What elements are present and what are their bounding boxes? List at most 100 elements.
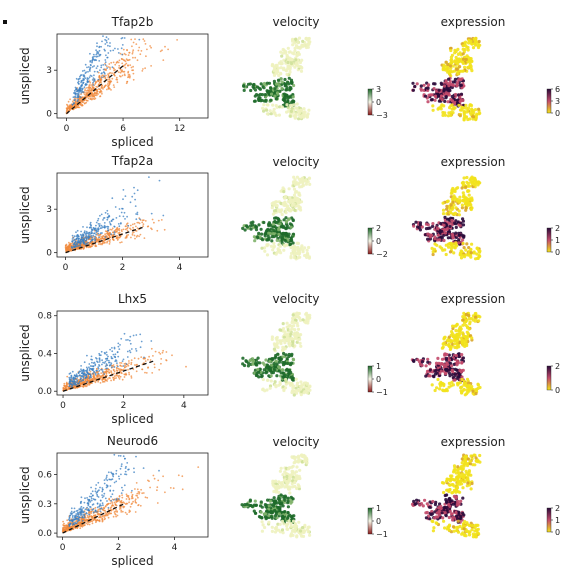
cell-point <box>438 238 441 241</box>
point-spliced <box>121 365 123 367</box>
cell-point <box>290 226 293 229</box>
point-spliced <box>124 60 126 62</box>
point-spliced <box>125 225 127 227</box>
point-unspliced <box>85 71 87 73</box>
cell-point <box>284 51 287 54</box>
point-unspliced <box>108 38 110 40</box>
point-unspliced <box>141 341 143 343</box>
point-unspliced <box>105 368 107 370</box>
point-unspliced <box>87 80 89 82</box>
point-unspliced <box>115 353 117 355</box>
point-unspliced <box>119 215 121 217</box>
cell-point <box>469 248 472 251</box>
cell-point <box>256 368 259 371</box>
cell-point <box>300 385 303 388</box>
point-unspliced <box>101 227 103 229</box>
cell-point <box>458 196 461 199</box>
point-unspliced <box>91 235 93 237</box>
cell-point <box>425 227 428 230</box>
cell-point <box>303 246 306 249</box>
point-unspliced <box>111 220 113 222</box>
cell-point <box>451 108 454 111</box>
point-spliced <box>110 62 112 64</box>
point-spliced <box>92 86 94 88</box>
point-unspliced <box>104 59 106 61</box>
point-unspliced <box>94 228 96 230</box>
cell-point <box>288 209 291 212</box>
cell-point <box>280 55 283 58</box>
point-unspliced <box>110 224 112 226</box>
point-spliced <box>126 82 128 84</box>
point-spliced <box>85 380 87 382</box>
cell-point <box>445 244 448 247</box>
velocity-title: velocity <box>273 155 320 169</box>
point-spliced <box>86 87 88 89</box>
x-tick-label: 12 <box>174 124 185 134</box>
colorbar-tick-label: −1 <box>376 388 388 397</box>
point-unspliced <box>77 93 79 95</box>
point-spliced <box>125 63 127 65</box>
point-spliced <box>144 67 146 69</box>
point-unspliced <box>91 61 93 63</box>
cell-point <box>292 385 295 388</box>
cell-point <box>460 361 463 364</box>
point-unspliced <box>71 240 73 242</box>
cell-point <box>464 249 467 252</box>
cell-point <box>452 383 455 386</box>
corner-marker <box>3 20 7 24</box>
point-spliced <box>116 228 118 230</box>
cell-point <box>291 43 294 46</box>
cell-point <box>289 376 292 379</box>
point-spliced <box>82 105 84 107</box>
cell-point <box>263 368 266 371</box>
point-spliced <box>106 241 108 243</box>
point-spliced <box>108 372 110 374</box>
point-unspliced <box>75 94 77 96</box>
cell-point <box>275 200 278 203</box>
cell-point <box>296 102 299 105</box>
point-unspliced <box>98 218 100 220</box>
point-spliced <box>90 96 92 98</box>
point-unspliced <box>106 67 108 69</box>
cell-point <box>276 204 279 207</box>
point-unspliced <box>116 217 118 219</box>
point-unspliced <box>98 236 100 238</box>
point-spliced <box>137 227 139 229</box>
colorbar-gradient <box>547 89 551 113</box>
cell-point <box>460 370 463 373</box>
point-spliced <box>128 372 130 374</box>
point-unspliced <box>159 180 161 182</box>
point-unspliced <box>162 215 164 217</box>
cell-point <box>432 253 435 256</box>
point-unspliced <box>91 230 93 232</box>
cell-point <box>302 45 305 48</box>
cell-point <box>426 361 429 364</box>
cell-point <box>296 64 299 67</box>
colorbar-tick-label: 3 <box>376 85 381 94</box>
cell-point <box>307 112 310 115</box>
point-spliced <box>113 62 115 64</box>
cell-point <box>445 253 448 256</box>
point-spliced <box>142 219 144 221</box>
point-unspliced <box>74 99 76 101</box>
cell-point <box>433 370 436 373</box>
point-unspliced <box>98 353 100 355</box>
point-unspliced <box>94 365 96 367</box>
colorbar-tick-label: 2 <box>376 224 381 233</box>
cell-point <box>440 83 443 86</box>
point-unspliced <box>105 64 107 66</box>
cell-point <box>308 177 311 180</box>
scatter-points <box>66 35 178 114</box>
point-unspliced <box>92 79 94 81</box>
cell-point <box>427 83 430 86</box>
cell-point <box>453 213 456 216</box>
point-spliced <box>108 85 110 87</box>
cell-point <box>425 223 428 226</box>
cell-point <box>270 374 273 377</box>
point-spliced <box>145 220 147 222</box>
point-spliced <box>130 237 132 239</box>
cell-point <box>433 242 436 245</box>
cell-point <box>272 226 275 229</box>
cell-point <box>457 72 460 75</box>
point-spliced <box>130 225 132 227</box>
